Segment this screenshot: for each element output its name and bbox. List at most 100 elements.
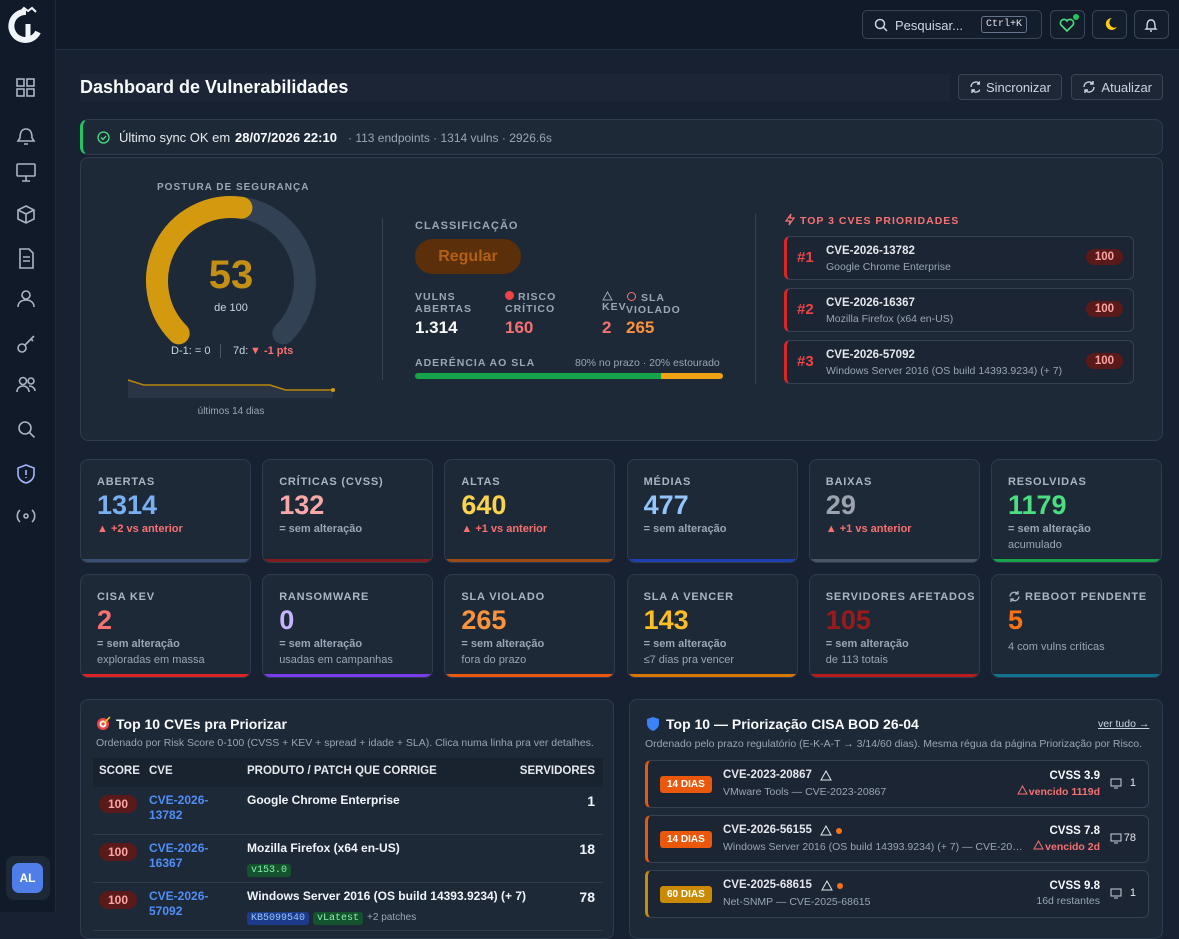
kpi-label: SERVIDORES AFETADOS bbox=[825, 591, 976, 603]
score-pill: 100 bbox=[99, 843, 138, 861]
warn-icon bbox=[1016, 784, 1028, 795]
search[interactable]: Pesquisar... Ctrl+K bbox=[862, 10, 1042, 39]
status: vencido 1119d bbox=[1016, 784, 1100, 798]
col-header: SERVIDORES bbox=[519, 765, 595, 777]
cve-link: CVE-2026-57092 bbox=[149, 889, 209, 918]
server-icon bbox=[1110, 778, 1122, 789]
cve-link: CVE-2025-68615 bbox=[723, 879, 812, 891]
product: VMware Tools — CVE-2023-20867 bbox=[723, 786, 887, 798]
ok-icon bbox=[97, 131, 110, 144]
cve-link: CVE-2026-13782 bbox=[149, 793, 209, 822]
cvss: CVSS 9.8 bbox=[1049, 880, 1101, 892]
kpi-card[interactable]: SLA A VENCER 143 = sem alteração ≤7 dias pr… bbox=[626, 574, 798, 678]
table-header bbox=[93, 758, 603, 787]
kpi-accent bbox=[992, 674, 1161, 677]
bod-item[interactable]: 60 DIAS CVE-2025-68615 Net-SNMP — CVE-2025… bbox=[645, 870, 1149, 918]
avatar[interactable]: AL bbox=[12, 863, 43, 893]
class-value: Regular bbox=[415, 239, 521, 274]
kpi-label: MÉDIAS bbox=[643, 476, 692, 488]
kpi-delta: = sem alteração bbox=[643, 638, 727, 650]
product: Mozilla Firefox (x64 en-US) bbox=[826, 313, 954, 325]
kpi-card[interactable]: MÉDIAS 477 = sem alteração bbox=[626, 459, 798, 563]
sla-label: ADERÊNCIA AO SLA bbox=[415, 357, 536, 369]
kpi-label: RANSOMWARE bbox=[279, 591, 370, 603]
sync-button[interactable]: Sincronizar bbox=[958, 74, 1062, 100]
kpi-note: usadas em campanhas bbox=[279, 654, 393, 666]
kpi-value: 143 bbox=[643, 605, 689, 635]
gauge bbox=[127, 196, 335, 398]
kpi-label: BAIXAS bbox=[825, 476, 873, 488]
kpi-value: 132 bbox=[279, 490, 325, 520]
kpi-accent bbox=[809, 674, 979, 677]
col-header: SCORE bbox=[99, 765, 140, 777]
refresh-button[interactable]: Atualizar bbox=[1071, 74, 1163, 100]
kpi-value: 105 bbox=[825, 605, 871, 635]
kpi-label: ABERTAS bbox=[97, 476, 155, 488]
reboot-icon bbox=[1009, 591, 1020, 602]
label: Sincronizar bbox=[985, 79, 1051, 95]
kpi-accent bbox=[445, 559, 615, 562]
kpi-delta: ▲ +1 vs anterior bbox=[461, 523, 548, 535]
kpi-card[interactable]: CRÍTICAS (CVSS) 132 = sem alteração bbox=[262, 459, 434, 563]
label: Atualizar bbox=[1101, 79, 1152, 95]
kpi-card[interactable]: SERVIDORES AFETADOS 105 = sem alteração de … bbox=[808, 574, 980, 678]
kpi-card[interactable]: RANSOMWARE 0 = sem alteração usadas em camp… bbox=[262, 574, 434, 678]
kpi-card[interactable]: REBOOT PENDENTE 5 4 com vulns críticas bbox=[991, 574, 1162, 678]
servers: 1 bbox=[1129, 777, 1136, 789]
kpi-value: 477 bbox=[643, 490, 689, 520]
product: Mozilla Firefox (x64 en-US) bbox=[247, 841, 400, 855]
bolt-icon bbox=[784, 213, 796, 226]
kpi-card[interactable]: ABERTAS 1314 ▲ +2 vs anterior bbox=[80, 459, 251, 563]
kpi-value: 29 bbox=[825, 490, 856, 520]
kpi-accent bbox=[992, 559, 1161, 562]
bod-link[interactable]: ver tudo → bbox=[1098, 718, 1150, 730]
top3-item[interactable]: #1 CVE-2026-13782 Google Chrome Enterprise… bbox=[784, 236, 1134, 280]
bod-item[interactable]: 14 DIAS CVE-2023-20867 VMware Tools — CVE-… bbox=[645, 760, 1149, 808]
kpi-value: 0 bbox=[279, 605, 295, 635]
cve: CVE-2026-57092 bbox=[826, 349, 915, 361]
kpi-card[interactable]: BAIXAS 29 ▲ +1 vs anterior bbox=[808, 459, 980, 563]
servers: 1 bbox=[1129, 887, 1136, 899]
search-placeholder: Pesquisar... bbox=[895, 18, 963, 33]
gauge-value bbox=[146, 196, 253, 345]
divider bbox=[220, 344, 221, 358]
header-buttons[interactable] bbox=[1050, 10, 1170, 39]
divider bbox=[382, 218, 383, 380]
table-row[interactable] bbox=[93, 787, 603, 835]
posture-label: POSTURA DE SEGURANÇA bbox=[157, 182, 310, 193]
sla-text: 80% no prazo · 20% estourado bbox=[575, 357, 720, 369]
kpi-card[interactable]: SLA VIOLADO 265 = sem alteração fora do pra… bbox=[444, 574, 616, 678]
stat-label: SLA VIOLADO bbox=[626, 291, 706, 316]
score-pill: 100 bbox=[99, 795, 138, 813]
patch-tag: KB5099540 bbox=[247, 912, 310, 925]
nav-icons[interactable] bbox=[14, 76, 42, 536]
flag-icons bbox=[820, 770, 832, 781]
col-header: CVE bbox=[149, 765, 173, 777]
top10-title: Top 10 CVEs pra Priorizar bbox=[116, 716, 287, 732]
kpi-card[interactable]: ALTAS 640 ▲ +1 vs anterior bbox=[444, 459, 616, 563]
bod-item[interactable]: 14 DIAS CVE-2026-56155 Windows Server 2016… bbox=[645, 815, 1149, 863]
table-row[interactable] bbox=[93, 835, 603, 883]
kpi-value: 2 bbox=[97, 605, 113, 635]
score-pill: 100 bbox=[1085, 301, 1123, 317]
tags: KB5099540 vLatest +2 patches bbox=[247, 907, 416, 925]
target-icon bbox=[97, 716, 111, 730]
trend-line bbox=[127, 379, 333, 391]
kpi-card[interactable]: CISA KEV 2 = sem alteração exploradas em ma… bbox=[80, 574, 251, 678]
top3-item[interactable]: #3 CVE-2026-57092 Windows Server 2016 (OS … bbox=[784, 340, 1134, 384]
kpi-accent bbox=[263, 674, 433, 677]
kpi-card[interactable]: RESOLVIDAS 1179 = sem alteração acumulado bbox=[991, 459, 1162, 563]
kpi-label: CRÍTICAS (CVSS) bbox=[279, 476, 384, 488]
sla-bar bbox=[415, 373, 723, 379]
kpi-value: 5 bbox=[1008, 605, 1024, 635]
tags: v153.0 bbox=[247, 859, 295, 877]
kpi-delta: = sem alteração bbox=[279, 523, 363, 535]
score: 53 bbox=[208, 253, 254, 297]
kpi-value: 640 bbox=[461, 490, 507, 520]
stat-label: VULNS ABERTAS bbox=[415, 291, 495, 315]
cve: CVE-2026-13782 bbox=[826, 245, 915, 257]
more-patches: +2 patches bbox=[367, 912, 417, 923]
stat-value: 265 bbox=[626, 318, 655, 337]
top3-item[interactable]: #2 CVE-2026-16367 Mozilla Firefox (x64 en-… bbox=[784, 288, 1134, 332]
patch-tag: vLatest bbox=[313, 912, 364, 925]
